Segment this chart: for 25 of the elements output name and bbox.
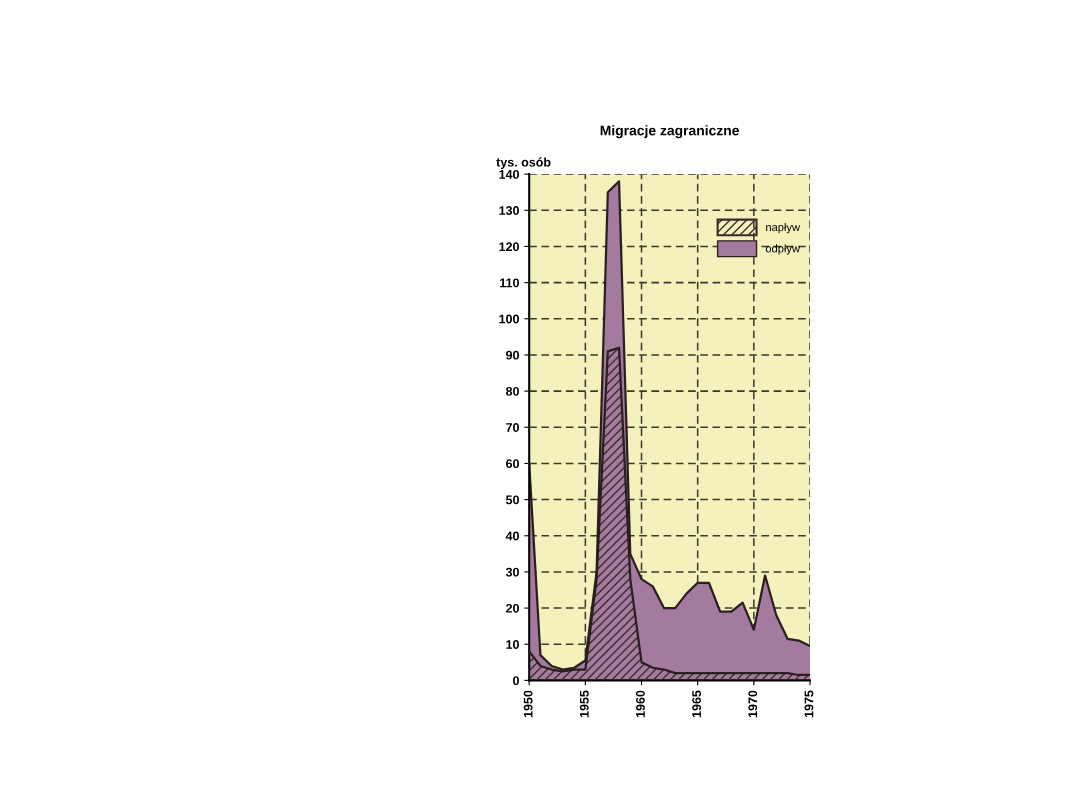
y-tick-label: 140 <box>499 169 519 179</box>
chart-title: Migracje zagraniczne <box>600 125 739 139</box>
y-tick-label: 40 <box>505 531 519 541</box>
y-tick-label: 120 <box>499 242 519 252</box>
x-tick-label: 1975 <box>804 690 814 718</box>
y-tick-label: 50 <box>505 495 519 505</box>
x-tick-label: 1970 <box>748 690 758 718</box>
legend-label: napływ <box>766 222 801 234</box>
y-tick-label: 30 <box>505 567 519 577</box>
y-axis-title: tys. osób <box>496 157 551 170</box>
legend-label: odpływ <box>765 244 801 255</box>
x-tick-label: 1965 <box>692 690 702 718</box>
y-tick-label: 10 <box>506 640 519 649</box>
y-tick-label: 90 <box>506 350 519 360</box>
y-tick-label: 70 <box>506 423 519 432</box>
y-tick-label: 130 <box>499 206 519 215</box>
y-tick-label: 80 <box>505 386 519 396</box>
y-tick-label: 20 <box>506 603 519 613</box>
x-tick-label: 1950 <box>523 690 533 718</box>
y-tick-label: 0 <box>513 676 519 686</box>
y-tick-label: 110 <box>500 278 519 288</box>
x-tick-label: 1960 <box>636 690 645 718</box>
y-tick-label: 100 <box>499 314 519 324</box>
x-tick-label: 1955 <box>579 690 589 718</box>
y-tick-label: 60 <box>506 459 519 469</box>
